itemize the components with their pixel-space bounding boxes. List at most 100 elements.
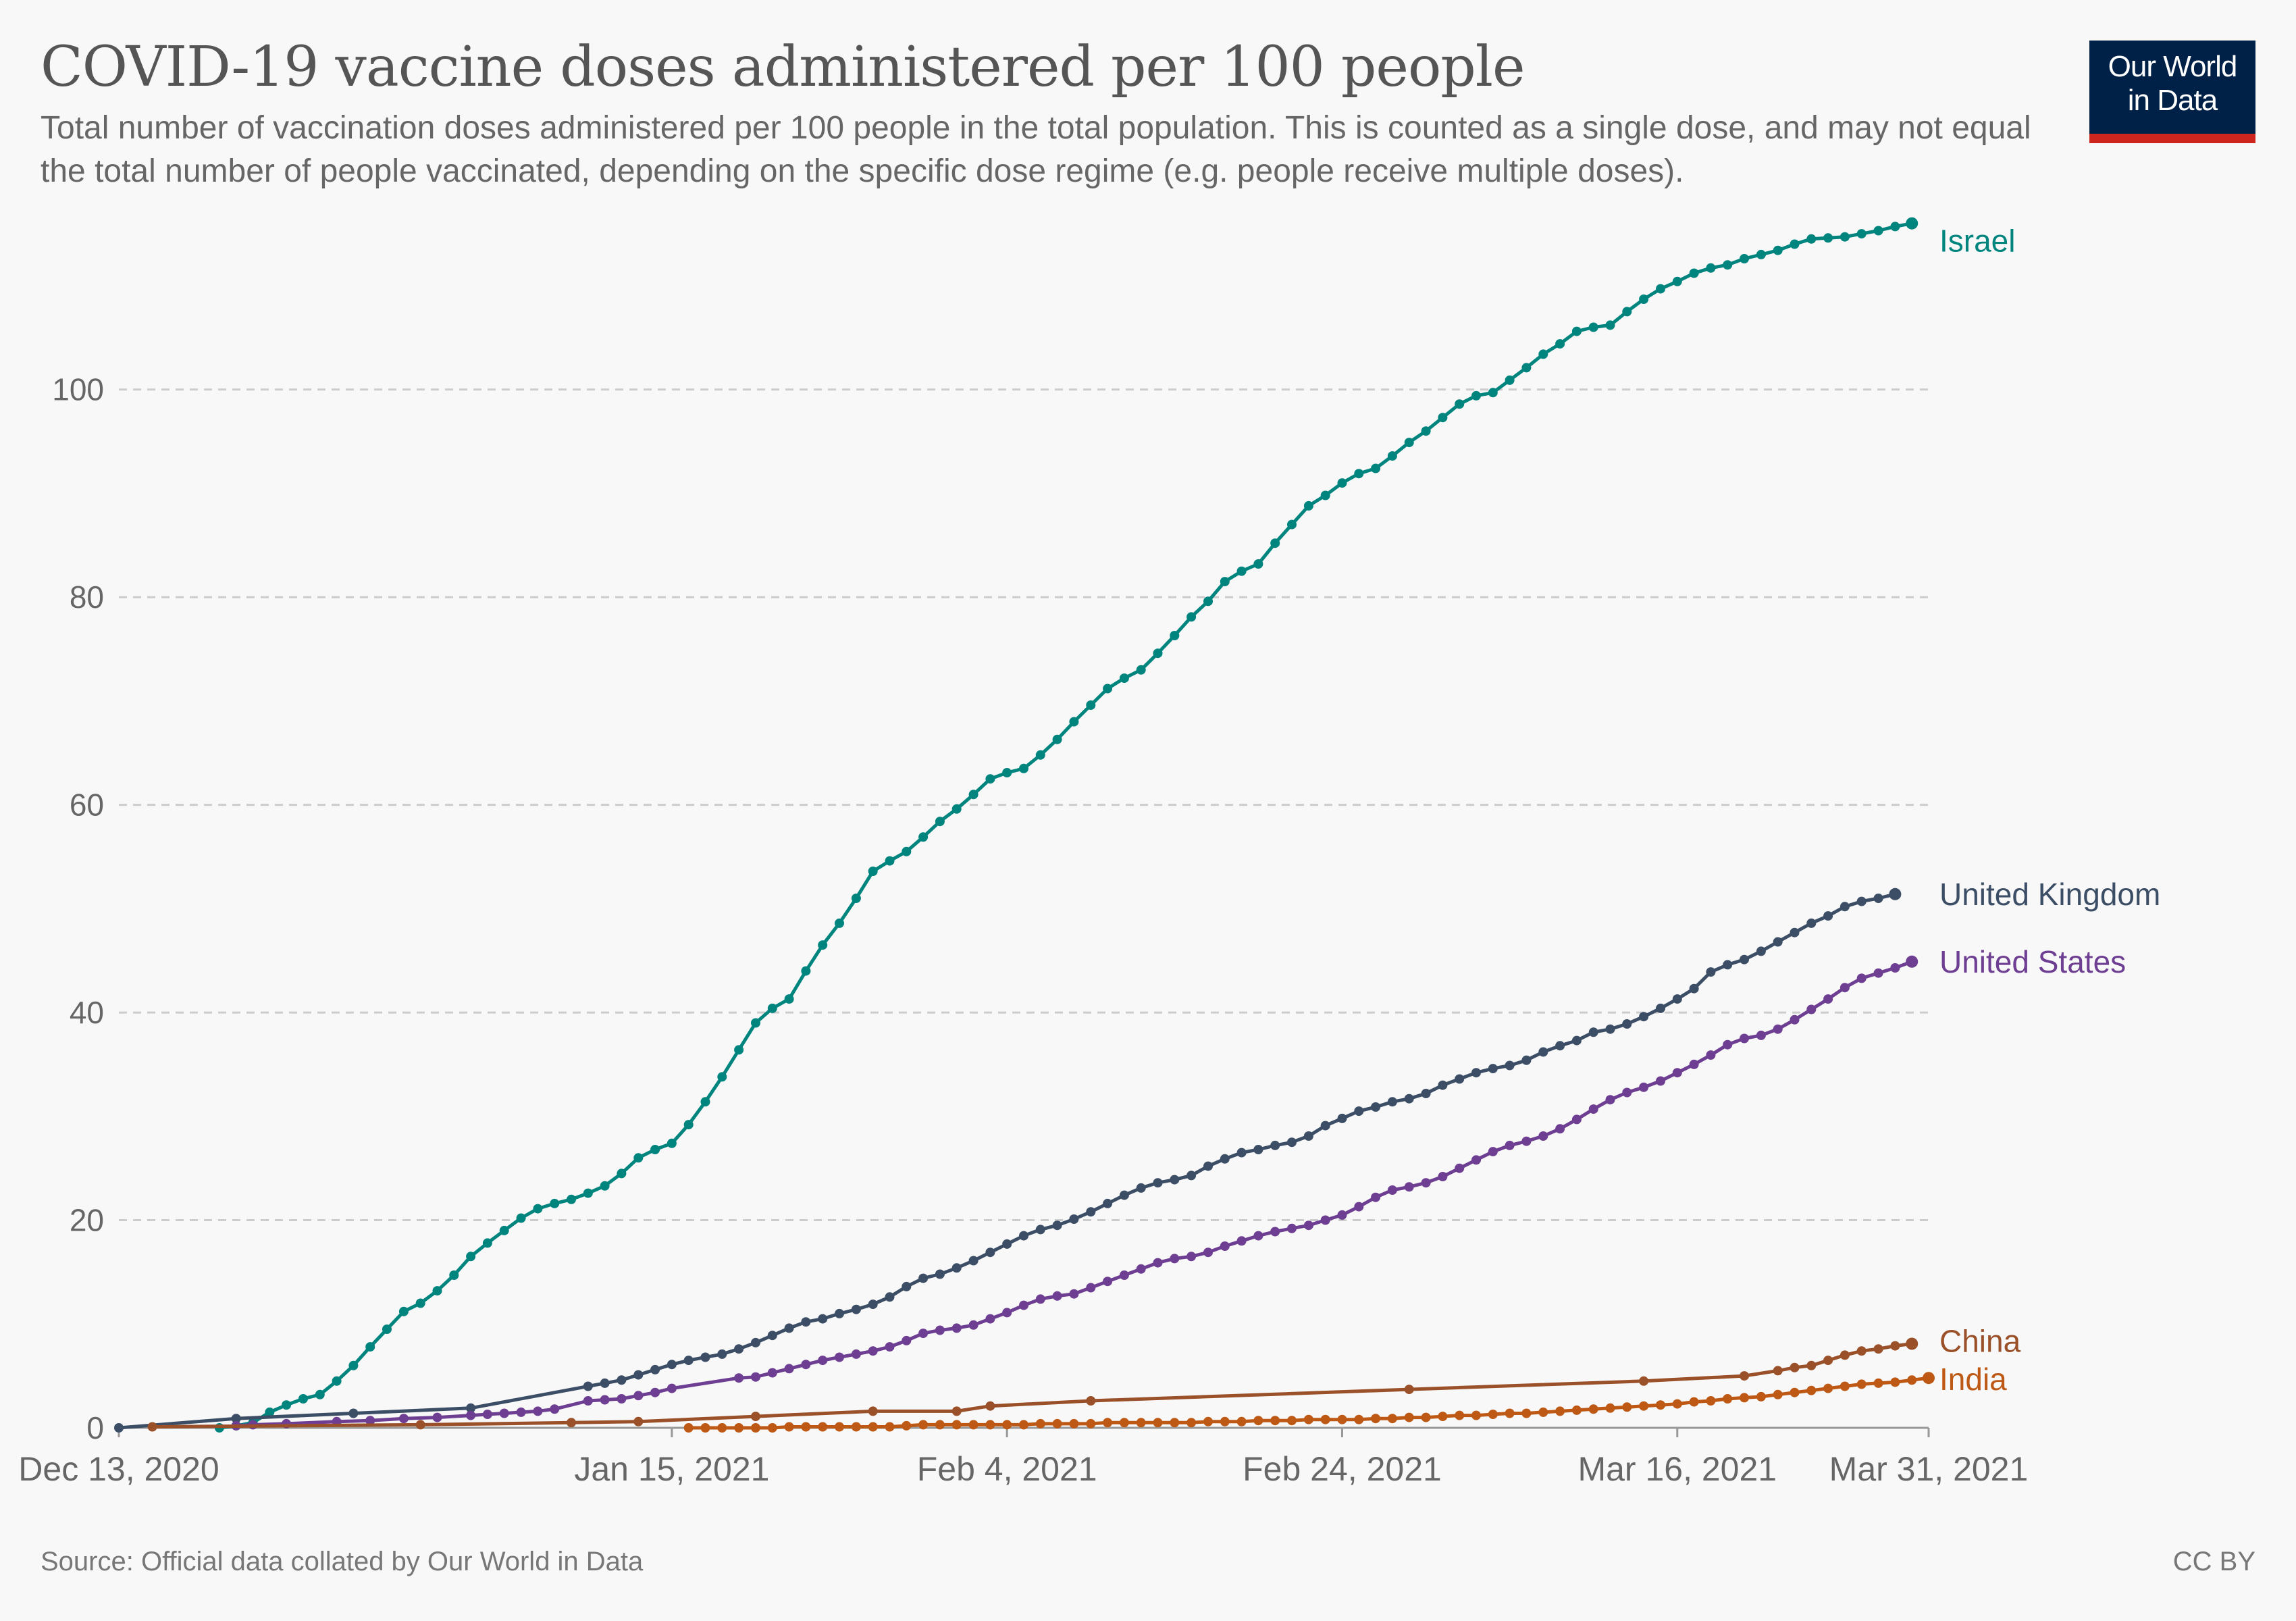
data-point [1856, 1379, 1867, 1389]
data-point [1119, 673, 1129, 684]
data-point [1488, 1147, 1498, 1157]
data-point [1588, 322, 1598, 332]
data-point [1236, 1236, 1247, 1246]
data-point [1153, 1178, 1163, 1188]
data-point [415, 1298, 425, 1308]
series-label-china: China [1939, 1323, 2021, 1358]
data-point [1186, 1252, 1197, 1262]
data-point [1019, 763, 1028, 773]
data-point [1086, 1396, 1096, 1406]
data-point [1069, 717, 1079, 727]
series-label-united-states: United States [1939, 944, 2126, 979]
data-point [1856, 896, 1867, 906]
data-point [1354, 1202, 1364, 1212]
data-point [1186, 1170, 1197, 1181]
data-point [683, 1423, 694, 1433]
data-point [818, 1314, 828, 1324]
data-point [734, 1344, 744, 1354]
x-tick-label-0: Dec 13, 2020 [18, 1450, 219, 1488]
data-point [801, 966, 811, 976]
series-labels: Israel United Kingdom United States China In… [1939, 224, 2160, 1397]
data-point [1052, 1220, 1062, 1231]
data-point [683, 1120, 694, 1130]
data-point [583, 1396, 593, 1406]
data-point [1086, 1207, 1096, 1217]
data-point [583, 1188, 593, 1198]
series-china [147, 1337, 1919, 1432]
data-point [1555, 1041, 1565, 1051]
data-point [617, 1394, 627, 1404]
data-point [784, 1323, 794, 1333]
data-point [1538, 1407, 1548, 1417]
data-point [1538, 1047, 1548, 1057]
data-point [835, 1308, 844, 1318]
grid-lines [119, 388, 1929, 1222]
data-point [1455, 1410, 1465, 1420]
series-india [683, 1372, 1935, 1433]
data-point [1656, 1400, 1665, 1410]
data-point [1806, 1360, 1817, 1370]
y-tick-label-20: 20 [70, 1203, 104, 1238]
data-point [600, 1181, 610, 1191]
data-point [885, 1422, 895, 1432]
data-point [1270, 1140, 1280, 1150]
data-point [1421, 1089, 1431, 1098]
data-point [935, 1420, 945, 1430]
data-point [550, 1198, 560, 1208]
data-point [1706, 1050, 1716, 1060]
data-point [1823, 1383, 1833, 1393]
data-point [851, 1349, 861, 1359]
data-point [667, 1383, 677, 1393]
data-point [985, 774, 995, 784]
data-point [1488, 1064, 1498, 1074]
data-point [1923, 1372, 1935, 1385]
data-point [1840, 232, 1850, 242]
data-point [1086, 1418, 1096, 1429]
data-point [1069, 1214, 1079, 1224]
series-line [234, 960, 1914, 1428]
data-point [801, 1422, 811, 1432]
data-point [683, 1356, 694, 1366]
data-point [1354, 469, 1364, 479]
data-point [1404, 1385, 1414, 1395]
data-point [1890, 963, 1900, 973]
logo-line-1: Our World [2108, 50, 2238, 83]
data-point [1823, 1356, 1833, 1366]
data-point [1320, 1414, 1330, 1424]
data-point [1773, 245, 1783, 255]
data-point [1019, 1420, 1028, 1430]
data-point [918, 1273, 929, 1283]
data-point [1740, 1033, 1749, 1044]
data-point [1320, 1215, 1330, 1225]
data-point [1723, 1394, 1733, 1404]
data-point [1170, 1254, 1180, 1264]
data-point [1103, 1418, 1113, 1428]
data-point [650, 1387, 660, 1397]
license-link[interactable]: CC BY [2172, 1547, 2255, 1576]
data-point [1890, 222, 1900, 232]
data-point [1002, 1420, 1012, 1430]
data-point [1873, 1378, 1883, 1388]
data-point [231, 1414, 241, 1424]
data-point [1689, 268, 1699, 278]
data-point [851, 894, 861, 903]
data-point [1404, 438, 1414, 448]
data-point [835, 1422, 844, 1432]
data-point [567, 1194, 576, 1204]
data-point [1153, 1258, 1163, 1268]
y-tick-label-80: 80 [70, 580, 104, 615]
data-point [1035, 1418, 1045, 1429]
data-point [365, 1416, 375, 1426]
data-point [1471, 1068, 1481, 1078]
data-point [784, 1364, 794, 1374]
data-point [633, 1370, 644, 1380]
data-point [1605, 1095, 1615, 1105]
x-tick-label-4: Mar 16, 2021 [1577, 1450, 1777, 1488]
data-point [600, 1378, 610, 1388]
data-point [1521, 1055, 1532, 1065]
data-point [516, 1407, 526, 1417]
data-point [1773, 1389, 1783, 1399]
data-point [1119, 1190, 1129, 1200]
data-point [1404, 1093, 1414, 1104]
our-world-in-data-logo[interactable]: Our World in Data [2089, 41, 2255, 143]
